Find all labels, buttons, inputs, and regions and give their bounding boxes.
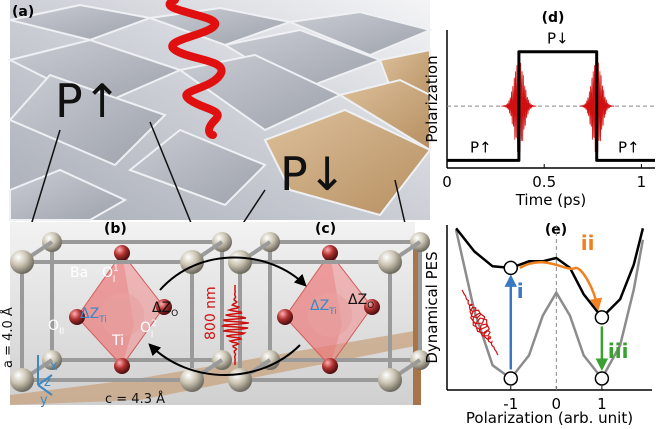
polarization-up-label: P↑ <box>55 74 121 128</box>
axis-label: x <box>50 359 58 374</box>
atom <box>378 250 402 274</box>
x-axis-label: Time (ps) <box>515 191 587 209</box>
polarization-down-label: P↓ <box>280 147 346 201</box>
state-marker <box>595 311 608 324</box>
page: { "panel_a": {"label": "(a)", "up": "P↑"… <box>0 0 660 429</box>
atom-label: O <box>102 265 113 281</box>
state-label: P↓ <box>547 30 569 48</box>
o-atom <box>114 358 130 374</box>
displacement-label: ΔZ <box>80 306 99 322</box>
chart-title: (d) <box>542 10 565 26</box>
panel-label: (b) <box>104 221 127 237</box>
x-axis-label: Polarization (arb. unit) <box>466 409 633 425</box>
x-tick-label: 0.5 <box>532 173 556 191</box>
figure: (a) P↑ P↓ a = 4.0 Å c = 4.3 Å x z y (b) … <box>0 0 660 425</box>
displacement-label: ΔZ <box>348 292 367 308</box>
o-atom <box>322 358 338 374</box>
axis-label: y <box>40 393 48 408</box>
x-tick-label: 1 <box>637 173 647 191</box>
axis-label: z <box>44 375 51 390</box>
atom-label: Ti <box>111 333 124 349</box>
chart: 0 0.5 1 Time (ps) Polarization (d) P↑ P↓ P↑ <box>423 10 655 209</box>
atom <box>378 368 402 392</box>
atom-label: I <box>113 275 116 285</box>
state-marker <box>504 372 517 385</box>
x-tick-label: 0 <box>442 173 452 191</box>
lattice-c-label: c = 4.3 Å <box>105 391 165 407</box>
atom-label: O <box>48 318 59 334</box>
displacement-label: ΔZ <box>310 298 329 314</box>
atom-label: II <box>59 327 64 337</box>
process-label: i <box>517 279 524 303</box>
panel-label: (c) <box>315 221 336 237</box>
atom-label: I <box>151 330 154 340</box>
process-label: iii <box>608 339 629 363</box>
displacement-label: Ti <box>98 315 107 325</box>
displacement-label: Ti <box>328 307 337 317</box>
relax-arrow <box>520 262 598 308</box>
atom-label: 1 <box>113 264 119 274</box>
atom-label: O <box>140 320 151 336</box>
atom <box>228 250 252 274</box>
state-marker <box>595 372 608 385</box>
displacement-label: ΔZ <box>152 300 171 316</box>
laser-pulse <box>462 290 498 355</box>
atom <box>10 368 34 392</box>
lattice-a-label: a = 4.0 Å <box>0 307 16 368</box>
displacement-label: O <box>367 301 374 311</box>
atom <box>10 250 34 274</box>
y-axis-label: Polarization <box>423 55 441 142</box>
o-atom <box>322 245 338 261</box>
atom-label: Ba <box>70 265 88 281</box>
state-marker <box>504 261 517 274</box>
atom-label: 2 <box>151 319 157 329</box>
panel-a: (a) P↑ P↓ <box>10 0 430 245</box>
state-label: P↑ <box>618 138 640 156</box>
state-label: P↑ <box>470 138 492 156</box>
o-atom <box>277 309 293 325</box>
y-axis-label: Dynamical PES <box>423 251 441 363</box>
process-label: ii <box>581 231 595 255</box>
wavelength-label: 800 nm <box>203 286 219 340</box>
o-atom <box>114 245 130 261</box>
displacement-label: O <box>171 309 178 319</box>
panel-label: (a) <box>12 4 34 20</box>
